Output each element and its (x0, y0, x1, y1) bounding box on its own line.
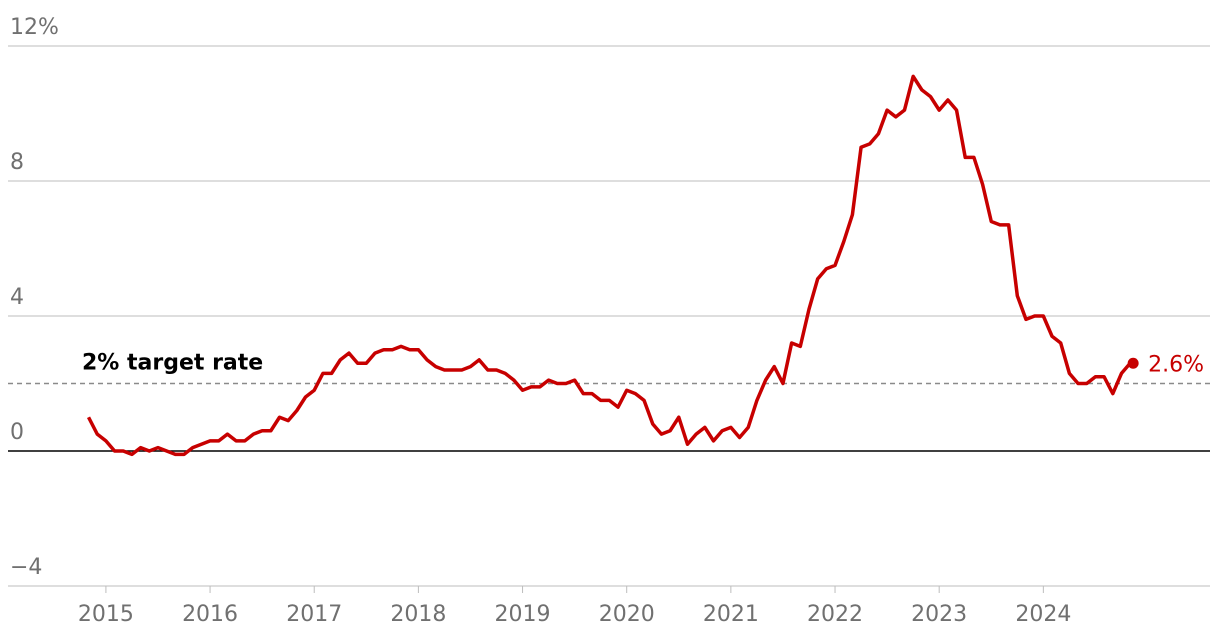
y-tick-label: 4 (10, 285, 24, 310)
x-tick-label: 2024 (1015, 602, 1071, 627)
x-tick-label: 2019 (495, 602, 551, 627)
end-dot (1127, 357, 1139, 369)
x-tick-label: 2015 (78, 602, 134, 627)
y-tick-label: 12% (10, 15, 59, 40)
x-tick-label: 2018 (390, 602, 446, 627)
y-tick-label: 8 (10, 150, 24, 175)
y-tick-label: −4 (10, 555, 42, 580)
x-tick-label: 2023 (911, 602, 967, 627)
y-tick-label: 0 (10, 420, 24, 445)
x-tick-label: 2020 (599, 602, 655, 627)
value-label: 2.6% (1148, 352, 1204, 377)
x-tick-label: 2022 (807, 602, 863, 627)
x-tick-label: 2017 (286, 602, 342, 627)
line (86, 74, 1132, 457)
x-tick-label: 2016 (182, 602, 238, 627)
x-tick-label: 2021 (703, 602, 759, 627)
target-label: 2% target rate (82, 351, 263, 376)
